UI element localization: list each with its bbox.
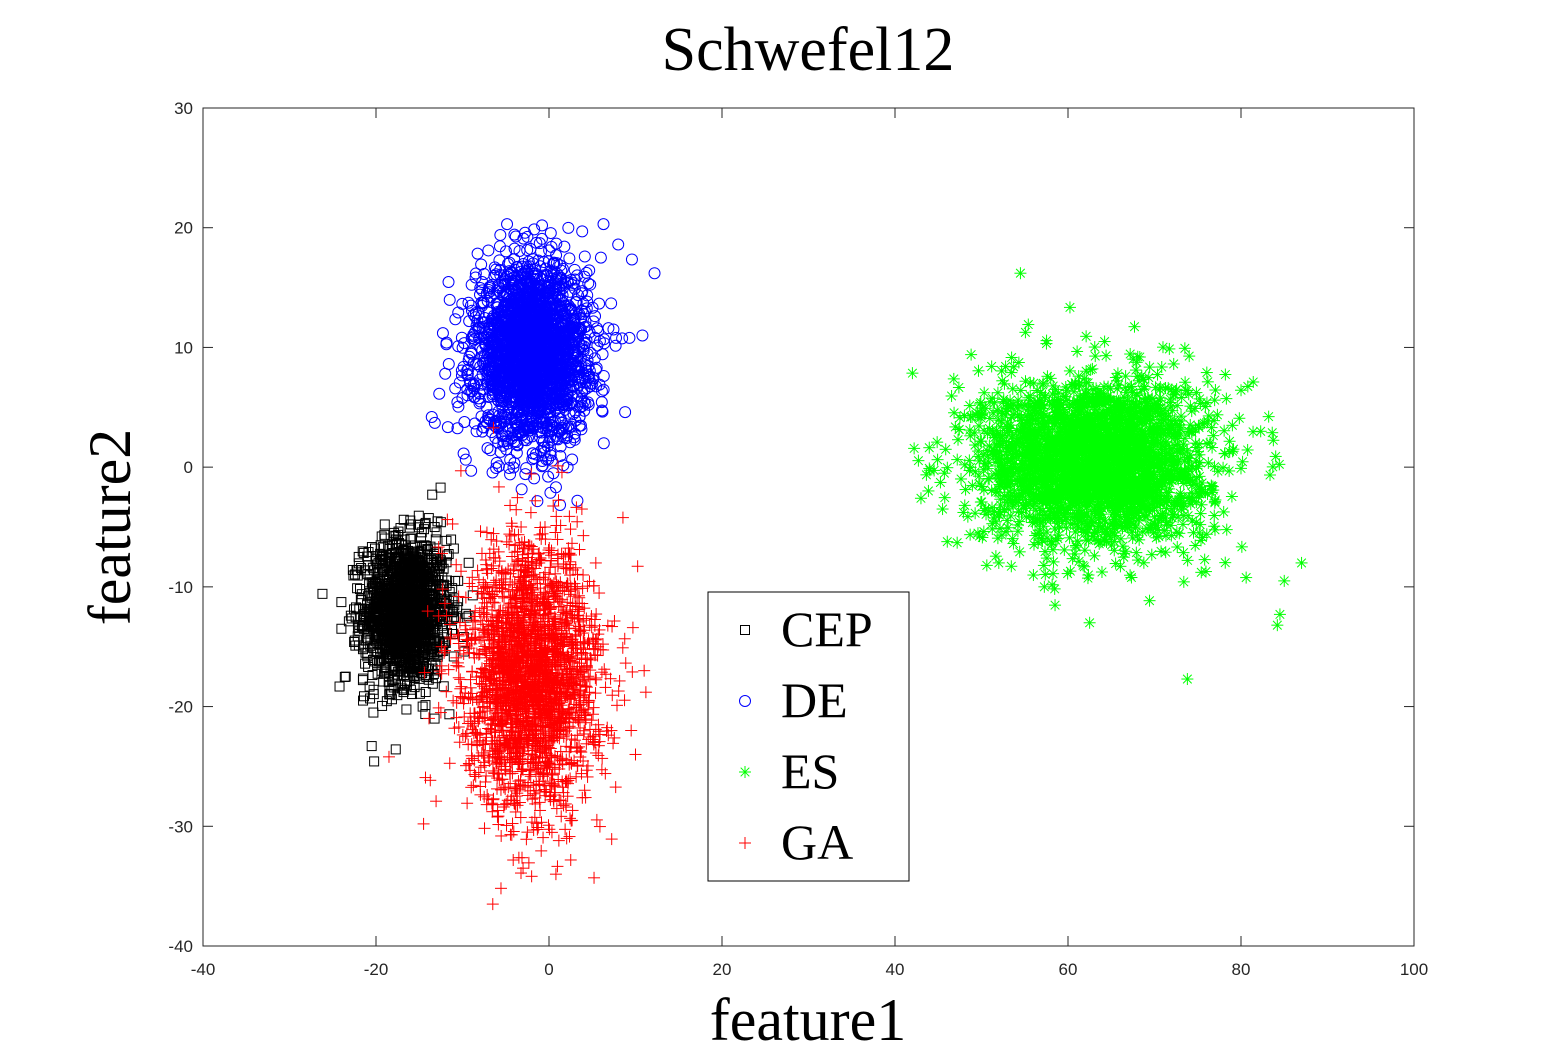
data-point [1129,321,1141,333]
data-point [1219,557,1231,569]
data-point [1012,525,1024,537]
data-point [906,367,918,379]
data-point [1144,361,1156,373]
data-point [1209,394,1221,406]
data-point [1096,566,1108,578]
data-point [940,443,952,455]
data-point [934,476,946,488]
data-point [1100,350,1112,362]
data-point [1080,330,1092,342]
data-point [912,455,924,467]
data-point [1110,558,1122,570]
data-point [1201,367,1213,379]
data-point [1178,576,1190,588]
data-point [1014,546,1026,558]
data-point [998,378,1010,390]
data-point [1200,566,1212,578]
data-point [946,390,958,402]
data-point [941,536,953,548]
data-point [951,537,963,549]
data-point [923,442,935,454]
data-point [948,373,960,385]
data-point [1064,365,1076,377]
data-point [955,473,967,485]
chart-title: Schwefel12 [662,16,955,84]
data-point [908,442,920,454]
